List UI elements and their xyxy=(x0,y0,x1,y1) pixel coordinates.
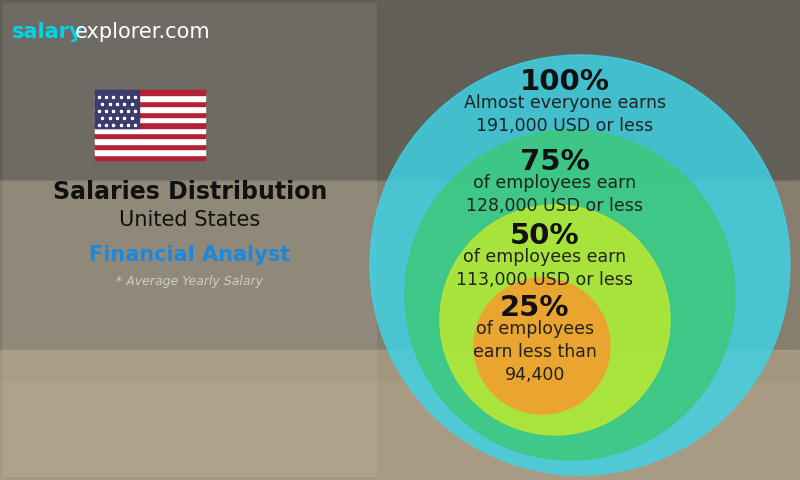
Text: of employees
earn less than
94,400: of employees earn less than 94,400 xyxy=(473,320,597,384)
Text: 25%: 25% xyxy=(500,294,570,322)
Circle shape xyxy=(370,55,790,475)
Bar xyxy=(95,138,205,144)
Text: Salaries Distribution: Salaries Distribution xyxy=(53,180,327,204)
Text: Almost everyone earns
191,000 USD or less: Almost everyone earns 191,000 USD or les… xyxy=(464,94,666,135)
Text: of employees earn
128,000 USD or less: of employees earn 128,000 USD or less xyxy=(466,174,643,215)
Circle shape xyxy=(405,130,735,460)
Bar xyxy=(95,128,205,133)
Bar xyxy=(0,180,800,380)
Text: explorer.com: explorer.com xyxy=(75,22,210,42)
Text: salary: salary xyxy=(12,22,84,42)
Text: 50%: 50% xyxy=(510,222,580,250)
Bar xyxy=(95,111,205,117)
Circle shape xyxy=(440,205,670,435)
Bar xyxy=(95,90,205,96)
Bar xyxy=(95,149,205,155)
Bar xyxy=(95,106,205,111)
Bar xyxy=(95,144,205,149)
Bar xyxy=(95,96,205,101)
Bar xyxy=(95,133,205,138)
Circle shape xyxy=(474,278,610,414)
Bar xyxy=(95,155,205,160)
Bar xyxy=(0,0,800,180)
Text: United States: United States xyxy=(119,210,261,230)
Bar xyxy=(0,350,800,480)
FancyBboxPatch shape xyxy=(3,3,377,477)
Bar xyxy=(95,101,205,106)
Text: of employees earn
113,000 USD or less: of employees earn 113,000 USD or less xyxy=(457,248,634,289)
Text: Financial Analyst: Financial Analyst xyxy=(90,245,290,265)
Bar xyxy=(95,122,205,128)
Text: * Average Yearly Salary: * Average Yearly Salary xyxy=(117,275,263,288)
Text: 75%: 75% xyxy=(520,148,590,176)
Bar xyxy=(95,90,139,128)
Text: 100%: 100% xyxy=(520,68,610,96)
Bar xyxy=(95,117,205,122)
